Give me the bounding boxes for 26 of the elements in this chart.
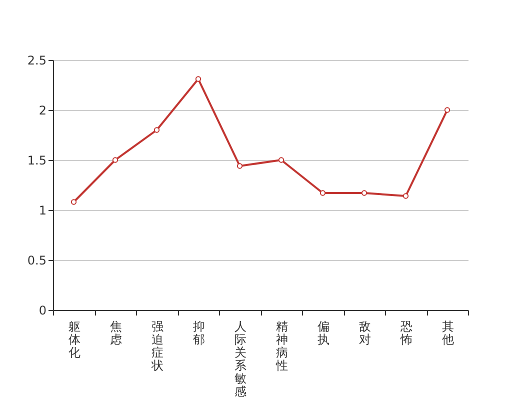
point — [320, 190, 326, 196]
point — [154, 127, 160, 133]
point — [195, 76, 202, 82]
x-tick-label: 强迫症状 — [150, 320, 164, 372]
y-tick-label: 0.5 — [27, 254, 46, 268]
point — [402, 193, 409, 199]
x-tick-label: 偏执 — [317, 320, 330, 346]
x-tick-label: 抑郁 — [192, 320, 205, 346]
x-tick-label: 敌对 — [358, 320, 371, 346]
y-tick-label: 0 — [38, 304, 46, 318]
point — [112, 157, 118, 163]
x-tick-label: 躯体化 — [68, 320, 80, 360]
y-tick-label: 2.5 — [27, 54, 46, 68]
point — [236, 163, 243, 169]
x-tick-label: 人际关系敏感 — [234, 320, 246, 398]
point — [70, 199, 77, 205]
y-tick-label: 1 — [38, 204, 46, 218]
point — [444, 107, 450, 113]
x-tick-label: 焦虑 — [110, 320, 122, 346]
y-tick-label: 1.5 — [27, 154, 46, 168]
point — [361, 190, 368, 196]
x-tick-label: 恐怖 — [399, 320, 412, 346]
point — [278, 157, 284, 163]
y-tick-label: 2 — [38, 104, 46, 118]
x-tick-label: 其他 — [442, 320, 454, 346]
x-tick-label: 精神病性 — [274, 320, 288, 372]
